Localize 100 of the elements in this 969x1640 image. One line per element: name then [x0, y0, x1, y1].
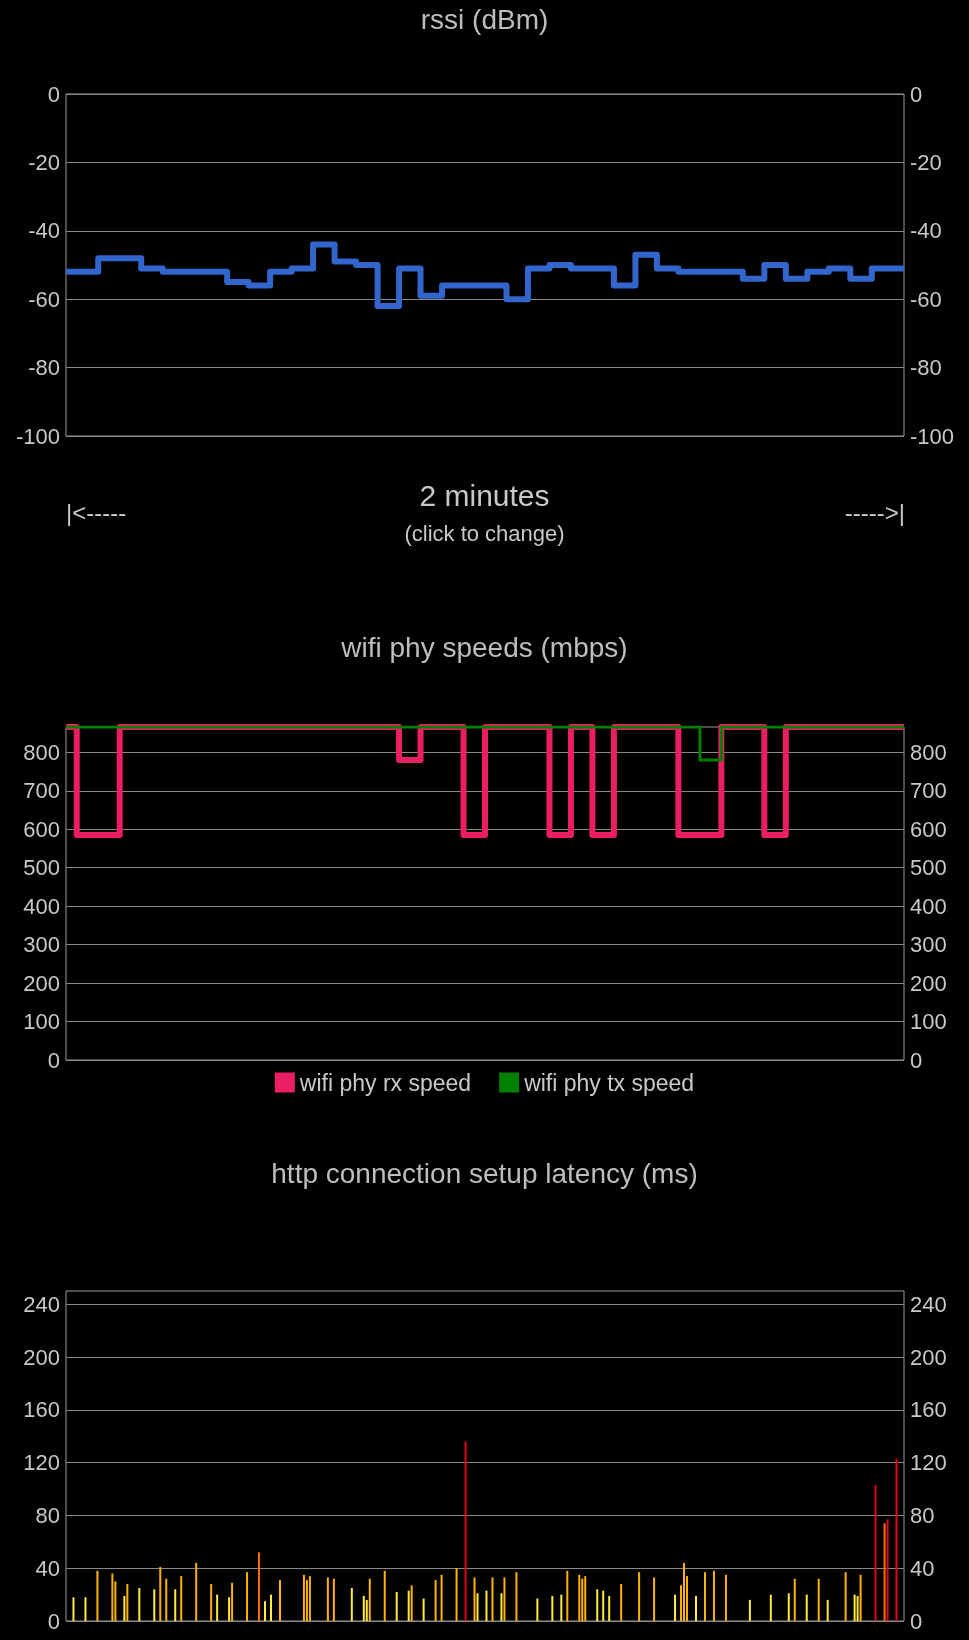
- bar: [566, 1570, 569, 1621]
- bar: [859, 1574, 862, 1621]
- y2-tick-label: 800: [910, 739, 947, 765]
- bar: [602, 1590, 605, 1621]
- y2-tick-label: 0: [910, 1608, 923, 1634]
- y2-tick-label: 160: [910, 1397, 947, 1423]
- y-tick-label: 700: [23, 778, 60, 804]
- y-tick-label: -40: [28, 218, 60, 244]
- bar: [515, 1572, 518, 1621]
- y-tick-label: 0: [47, 81, 60, 107]
- bar: [407, 1590, 410, 1621]
- bar: [578, 1574, 581, 1621]
- y2-tick-label: 40: [910, 1555, 935, 1581]
- bar: [638, 1572, 641, 1621]
- bar: [712, 1570, 715, 1621]
- bar: [491, 1577, 494, 1621]
- bar: [210, 1584, 213, 1621]
- bar: [581, 1578, 584, 1621]
- y-tick-label: 240: [23, 1291, 60, 1317]
- bar: [674, 1594, 677, 1621]
- bar: [856, 1595, 859, 1621]
- y-tick-label: 400: [23, 893, 60, 919]
- y2-tick-label: 120: [910, 1450, 947, 1476]
- y-tick-label: 100: [23, 1009, 60, 1035]
- bar: [308, 1576, 311, 1621]
- bar: [464, 1441, 467, 1621]
- y-tick-label: 500: [23, 855, 60, 881]
- y2-tick-label: 100: [910, 1009, 947, 1035]
- y-tick-label: 200: [23, 1344, 60, 1370]
- bar: [111, 1573, 114, 1621]
- bar: [560, 1594, 563, 1621]
- bar: [362, 1595, 365, 1621]
- bar: [350, 1588, 353, 1621]
- bar: [817, 1578, 820, 1621]
- bar: [395, 1591, 398, 1621]
- bar: [216, 1594, 219, 1621]
- text: (click to change): [404, 520, 565, 546]
- y-tick-label: 80: [35, 1502, 60, 1528]
- y2-tick-label: -80: [910, 355, 942, 381]
- bar: [326, 1577, 329, 1621]
- bar: [886, 1519, 889, 1621]
- y-tick-label: 40: [35, 1555, 60, 1581]
- bar: [748, 1599, 751, 1621]
- text: |<-----: [66, 498, 127, 526]
- bar: [258, 1552, 261, 1621]
- bar: [703, 1572, 706, 1621]
- bar: [500, 1593, 503, 1621]
- bar: [368, 1578, 371, 1621]
- y2-tick-label: 300: [910, 932, 947, 958]
- y2-tick-label: 80: [910, 1502, 935, 1528]
- bar: [620, 1584, 623, 1621]
- y2-tick-label: 0: [910, 1047, 923, 1073]
- bar: [270, 1594, 273, 1621]
- bar: [278, 1580, 281, 1621]
- y2-tick-label: 400: [910, 893, 947, 919]
- y2-tick-label: 200: [910, 970, 947, 996]
- bar: [536, 1598, 539, 1621]
- y-tick-label: 0: [47, 1047, 60, 1073]
- bar: [195, 1562, 198, 1621]
- bar: [159, 1566, 162, 1621]
- bar: [853, 1594, 856, 1621]
- y-tick-label: 600: [23, 816, 60, 842]
- bar: [503, 1577, 506, 1621]
- bar: [695, 1595, 697, 1621]
- y-tick-label: 0: [47, 1608, 60, 1634]
- y-tick-label: 160: [23, 1397, 60, 1423]
- bar: [473, 1577, 476, 1621]
- y-tick-label: 300: [23, 932, 60, 958]
- legend-label: wifi phy rx speed: [298, 1069, 472, 1096]
- bar: [231, 1582, 234, 1621]
- bar: [895, 1458, 898, 1621]
- bar: [787, 1593, 790, 1621]
- bar: [476, 1593, 479, 1621]
- y2-tick-label: -100: [910, 423, 955, 449]
- y-tick-label: -80: [28, 355, 60, 381]
- y2-tick-label: 0: [910, 81, 923, 107]
- bar: [123, 1595, 126, 1621]
- y2-tick-label: -60: [910, 286, 942, 312]
- bar: [302, 1574, 305, 1621]
- bar: [440, 1574, 443, 1621]
- bar: [84, 1597, 87, 1621]
- y2-tick-label: 600: [910, 816, 947, 842]
- bar: [410, 1585, 413, 1621]
- bar: [608, 1595, 611, 1621]
- text: 2 minutes: [419, 478, 550, 512]
- bar: [383, 1570, 386, 1621]
- bar: [653, 1577, 656, 1621]
- y2-tick-label: 200: [910, 1344, 947, 1370]
- bar: [769, 1594, 772, 1621]
- chart-title: wifi phy speeds (mbps): [340, 631, 628, 663]
- bar: [96, 1570, 99, 1621]
- bar: [174, 1589, 177, 1621]
- y-tick-label: 120: [23, 1450, 60, 1476]
- bar: [153, 1589, 156, 1621]
- bar: [246, 1572, 249, 1621]
- y2-tick-label: -40: [910, 218, 942, 244]
- bar: [724, 1574, 727, 1621]
- y-tick-label: 200: [23, 970, 60, 996]
- y2-tick-label: 240: [910, 1291, 947, 1317]
- bar: [228, 1597, 231, 1621]
